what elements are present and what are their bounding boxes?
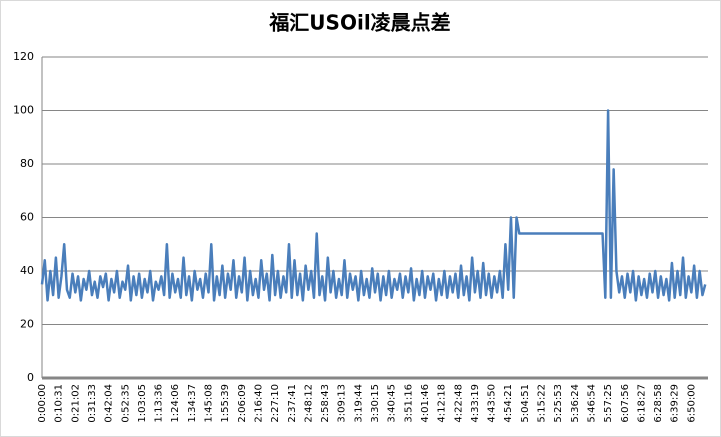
x-tick-label: 5:15:22	[537, 384, 548, 423]
x-tick-label: 0:52:35	[120, 384, 131, 423]
x-tick-label: 2:48:12	[303, 384, 314, 423]
x-tick-label: 6:28:58	[653, 384, 664, 423]
x-tick-label: 5:46:54	[586, 384, 597, 423]
x-tick-label: 6:50:00	[686, 384, 697, 423]
chart-title: 福汇USOil凌晨点差	[268, 11, 450, 35]
x-tick-label: 6:39:29	[670, 384, 681, 423]
x-tick-label: 1:03:05	[137, 384, 148, 423]
x-tick-label: 5:36:24	[570, 384, 581, 423]
x-tick-label: 1:55:39	[220, 384, 231, 423]
x-tick-label: 2:06:09	[237, 384, 248, 423]
y-tick-label: 0	[27, 371, 34, 384]
x-tick-label: 3:19:44	[353, 384, 364, 423]
x-tick-label: 1:13:36	[154, 384, 165, 423]
x-tick-label: 3:09:13	[337, 384, 348, 423]
x-tick-label: 4:01:46	[420, 384, 431, 423]
x-tick-label: 4:54:21	[503, 384, 514, 423]
x-tick-label: 4:22:48	[453, 384, 464, 423]
y-tick-label: 60	[20, 211, 34, 224]
x-tick-label: 2:37:41	[287, 384, 298, 423]
x-tick-label: 4:12:18	[437, 384, 448, 423]
y-tick-label: 120	[13, 50, 34, 63]
x-tick-label: 0:00:00	[37, 384, 48, 423]
data-line	[40, 109, 707, 302]
x-tick-label: 1:24:06	[170, 384, 181, 423]
x-tick-label: 3:40:45	[387, 384, 398, 423]
x-tick-label: 0:21:02	[70, 384, 81, 423]
x-tick-label: 3:51:16	[403, 384, 414, 423]
x-tick-label: 6:07:56	[620, 384, 631, 423]
x-tick-label: 6:18:27	[636, 384, 647, 423]
x-tick-label: 2:16:40	[253, 384, 264, 423]
y-tick-label: 40	[20, 264, 34, 277]
x-tick-label: 0:31:33	[87, 384, 98, 423]
x-tick-label: 0:10:31	[54, 384, 65, 423]
x-tick-label: 1:34:37	[187, 384, 198, 423]
y-tick-label: 80	[20, 157, 34, 170]
x-tick-label: 5:04:51	[520, 384, 531, 423]
x-tick-label: 5:25:53	[553, 384, 564, 423]
x-tick-label: 1:45:08	[204, 384, 215, 423]
x-tick-label: 4:43:50	[487, 384, 498, 423]
x-tick-label: 0:42:04	[104, 384, 115, 423]
x-tick-label: 4:33:19	[470, 384, 481, 423]
x-tick-label: 3:30:15	[370, 384, 381, 423]
y-tick-label: 100	[13, 104, 34, 117]
x-tick-label: 2:27:10	[270, 384, 281, 423]
x-tick-label: 5:57:25	[603, 384, 614, 423]
y-tick-label: 20	[20, 318, 34, 331]
x-tick-label: 2:58:43	[320, 384, 331, 423]
